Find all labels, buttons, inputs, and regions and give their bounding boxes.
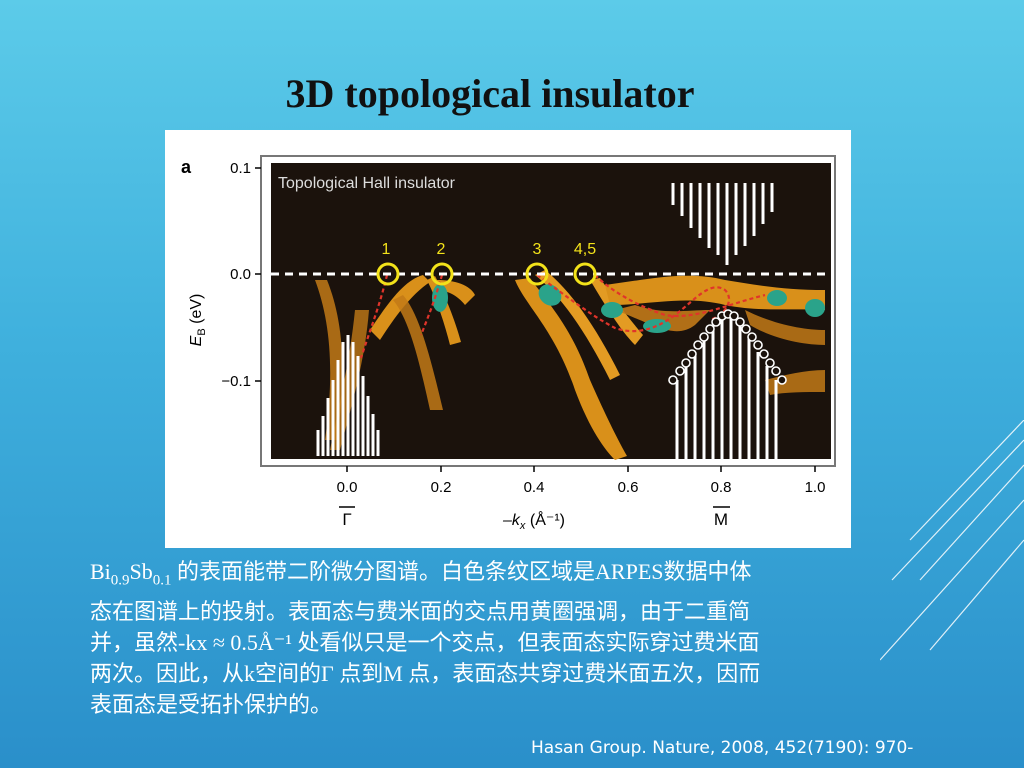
crossing-label-2: 2 <box>437 241 446 258</box>
decorative-lines <box>880 420 1024 661</box>
y-tick-marks <box>255 167 261 382</box>
inset-title: Topological Hall insulator <box>278 175 456 192</box>
m-point-label: M <box>714 510 728 529</box>
y-axis-label: EB (eV) <box>188 294 208 347</box>
x-axis-label: –kx (Å⁻¹) <box>502 510 565 532</box>
citation: Hasan Group. Nature, 2008, 452(7190): 97… <box>531 738 914 758</box>
fermi-crossing-markers <box>376 262 597 286</box>
crossing-label-3: 3 <box>533 241 542 258</box>
arpes-figure: a <box>165 130 851 548</box>
crossing-label-45: 4,5 <box>574 241 596 258</box>
caption-line-2: 态在图谱上的投射。表面态与费米面的交点用黄圈强调，由于二重简 <box>90 599 751 625</box>
slide-title: 3D topological insulator <box>285 71 695 116</box>
panel-label: a <box>181 157 192 177</box>
caption-line-4: 两次。因此，从k空间的Γ 点到M 点，表面态共穿过费米面五次，因而 <box>90 661 761 687</box>
y-tick-label-1: 0.0 <box>230 266 251 283</box>
x-tick-marks <box>346 466 816 472</box>
caption-line-3: 并，虽然-kx ≈ 0.5Å⁻¹ 处看似只是一个交点，但表面态实际穿过费米面 <box>90 630 760 656</box>
arpes-plot: 1 2 3 4,5 Topological Hall insulator 0.1… <box>188 155 836 532</box>
gamma-point-label: Γ <box>342 510 351 529</box>
x-tick-label-0: 0.0 <box>337 479 358 496</box>
bulk-projection-top <box>671 183 774 265</box>
caption-line-5: 表面态是受拓扑保护的。 <box>90 692 333 718</box>
figure-caption: Bi0.9Sb0.1 的表面能带二阶微分图谱。白色条纹区域是ARPES数据中体 … <box>90 556 970 720</box>
x-tick-label-2: 0.4 <box>524 479 545 496</box>
x-tick-label-4: 0.8 <box>711 479 732 496</box>
x-tick-label-5: 1.0 <box>805 479 826 496</box>
bulk-projection-m <box>675 318 778 459</box>
bulk-edge-circles <box>668 309 787 385</box>
x-tick-label-3: 0.6 <box>618 479 639 496</box>
y-tick-label-0: 0.1 <box>230 160 251 177</box>
bulk-projection-gamma <box>316 335 380 456</box>
crossing-label-1: 1 <box>382 241 391 258</box>
caption-line-1: Bi0.9Sb0.1 的表面能带二阶微分图谱。白色条纹区域是ARPES数据中体 <box>90 559 752 589</box>
y-tick-label-2: −0.1 <box>221 373 251 390</box>
plot-frame <box>260 155 836 467</box>
x-tick-label-1: 0.2 <box>431 479 452 496</box>
